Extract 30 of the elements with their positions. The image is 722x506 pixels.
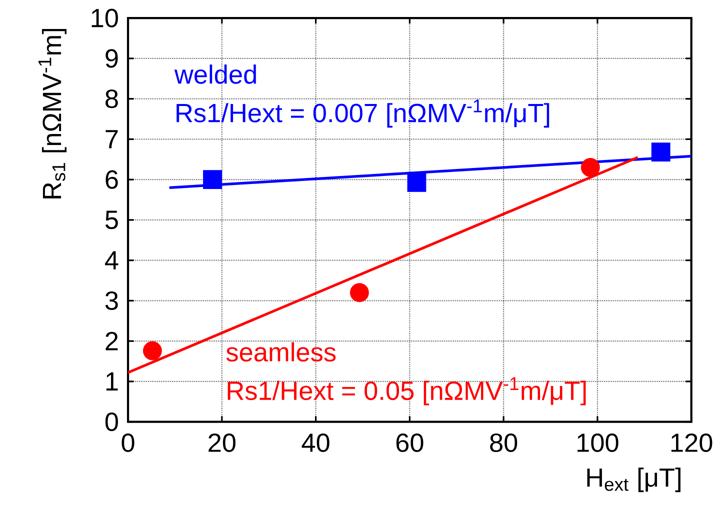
y-tick-label: 7 xyxy=(106,130,118,148)
y-tick-label: 3 xyxy=(105,292,118,310)
x-tick-label: 20 xyxy=(208,434,236,452)
y-tick-label: 2 xyxy=(106,332,118,350)
x-tick-label: 0 xyxy=(122,434,134,452)
x-tick-label: 120 xyxy=(671,434,712,452)
x-axis-title: H$_{ext}$ [μT] xyxy=(587,468,680,492)
point xyxy=(407,173,426,192)
y-tick-label: 10 xyxy=(92,8,118,28)
x-tick-label: 80 xyxy=(490,434,518,452)
point xyxy=(350,283,369,302)
point xyxy=(203,170,222,190)
y-tick-label: 5 xyxy=(105,211,118,230)
y-tick-label: 1 xyxy=(106,372,118,391)
text: welded xyxy=(174,64,256,84)
point xyxy=(651,142,670,162)
x-tick-label: 40 xyxy=(302,434,330,452)
y-tick-label: 8 xyxy=(106,90,118,108)
point xyxy=(142,342,162,360)
y-tick-label: 4 xyxy=(105,252,118,270)
y-tick-label: 6 xyxy=(106,170,118,190)
point xyxy=(580,158,600,178)
x-tick-label: 100 xyxy=(578,434,618,452)
series-label: seamless xyxy=(226,342,336,362)
annotation: Rs1/Hext = 0.05 [nΩMV$^{-1}$m/μT] xyxy=(228,378,586,406)
x-tick-label: 60 xyxy=(396,434,424,452)
y-tick-label: 9 xyxy=(106,49,118,68)
y-axis-title: R$_{s1}$ [nΩMV$^{-1}$m] xyxy=(38,29,66,199)
annotation: Rs1/Hext = 0.007 [nΩMV$^{-1}$m/μT] xyxy=(176,100,550,128)
y-tick-label: 0 xyxy=(105,412,118,432)
